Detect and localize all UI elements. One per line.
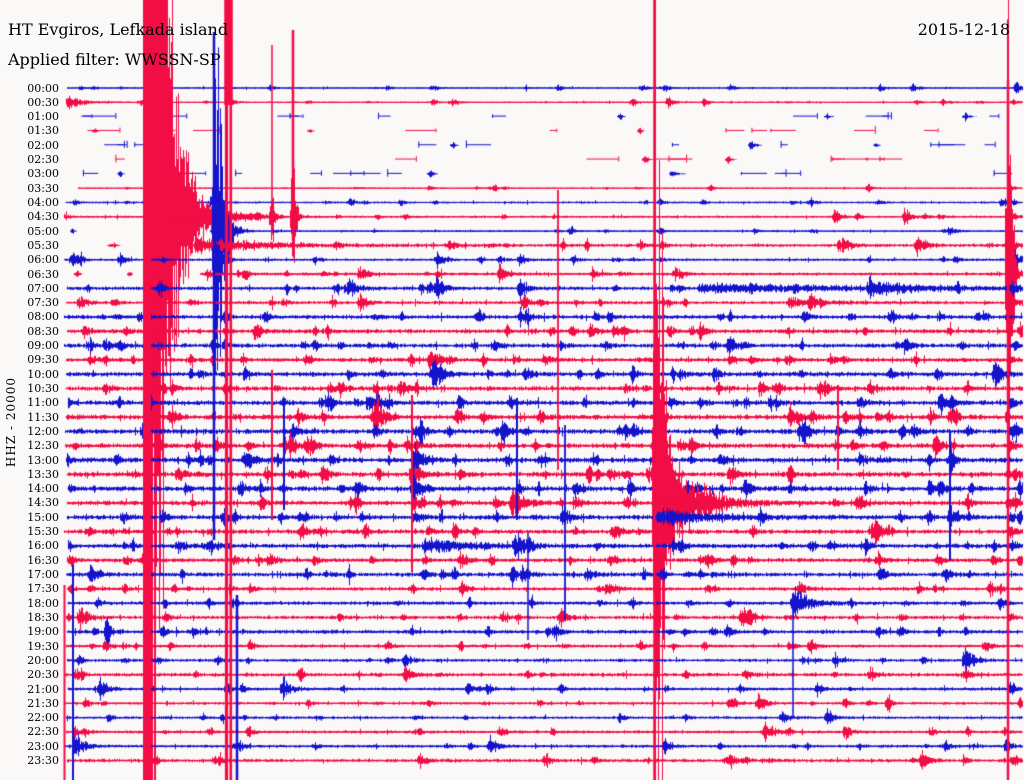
time-label-12:30: 12:30 bbox=[27, 439, 59, 453]
time-label-11:00: 11:00 bbox=[27, 396, 59, 410]
time-label-21:00: 21:00 bbox=[27, 682, 59, 696]
time-label-02:30: 02:30 bbox=[27, 153, 59, 167]
time-label-16:30: 16:30 bbox=[27, 553, 59, 567]
time-label-21:30: 21:30 bbox=[27, 696, 59, 710]
time-label-19:30: 19:30 bbox=[27, 639, 59, 653]
station-title: HT Evgiros, Lefkada island bbox=[8, 20, 229, 39]
time-label-13:30: 13:30 bbox=[27, 467, 59, 481]
time-label-07:30: 07:30 bbox=[27, 296, 59, 310]
time-label-04:00: 04:00 bbox=[27, 195, 59, 209]
time-label-09:30: 09:30 bbox=[27, 353, 59, 367]
time-label-17:00: 17:00 bbox=[27, 568, 59, 582]
time-label-12:00: 12:00 bbox=[27, 424, 59, 438]
time-label-06:00: 06:00 bbox=[27, 253, 59, 267]
time-label-18:30: 18:30 bbox=[27, 610, 59, 624]
time-label-05:00: 05:00 bbox=[27, 224, 59, 238]
time-label-04:30: 04:30 bbox=[27, 210, 59, 224]
time-label-19:00: 19:00 bbox=[27, 625, 59, 639]
date-label: 2015-12-18 bbox=[917, 20, 1010, 39]
filter-label: Applied filter: WWSSN-SP bbox=[8, 50, 221, 69]
time-label-02:00: 02:00 bbox=[27, 138, 59, 152]
time-label-17:30: 17:30 bbox=[27, 582, 59, 596]
time-label-00:00: 00:00 bbox=[27, 81, 59, 95]
time-label-23:00: 23:00 bbox=[27, 739, 59, 753]
time-label-01:30: 01:30 bbox=[27, 124, 59, 138]
time-label-22:30: 22:30 bbox=[27, 725, 59, 739]
time-label-14:00: 14:00 bbox=[27, 482, 59, 496]
time-label-01:00: 01:00 bbox=[27, 110, 59, 124]
time-label-03:00: 03:00 bbox=[27, 167, 59, 181]
time-label-10:00: 10:00 bbox=[27, 367, 59, 381]
time-label-11:30: 11:30 bbox=[27, 410, 59, 424]
time-label-09:00: 09:00 bbox=[27, 339, 59, 353]
time-label-07:00: 07:00 bbox=[27, 281, 59, 295]
time-label-16:00: 16:00 bbox=[27, 539, 59, 553]
time-label-20:30: 20:30 bbox=[27, 668, 59, 682]
time-label-08:30: 08:30 bbox=[27, 324, 59, 338]
time-label-13:00: 13:00 bbox=[27, 453, 59, 467]
time-label-20:00: 20:00 bbox=[27, 653, 59, 667]
time-label-05:30: 05:30 bbox=[27, 238, 59, 252]
time-label-08:00: 08:00 bbox=[27, 310, 59, 324]
time-label-23:30: 23:30 bbox=[27, 754, 59, 768]
time-label-03:30: 03:30 bbox=[27, 181, 59, 195]
time-label-00:30: 00:30 bbox=[27, 95, 59, 109]
time-label-22:00: 22:00 bbox=[27, 711, 59, 725]
time-label-14:30: 14:30 bbox=[27, 496, 59, 510]
time-label-18:00: 18:00 bbox=[27, 596, 59, 610]
time-label-06:30: 06:30 bbox=[27, 267, 59, 281]
time-label-15:30: 15:30 bbox=[27, 525, 59, 539]
time-label-10:30: 10:30 bbox=[27, 382, 59, 395]
time-label-15:00: 15:00 bbox=[27, 510, 59, 524]
